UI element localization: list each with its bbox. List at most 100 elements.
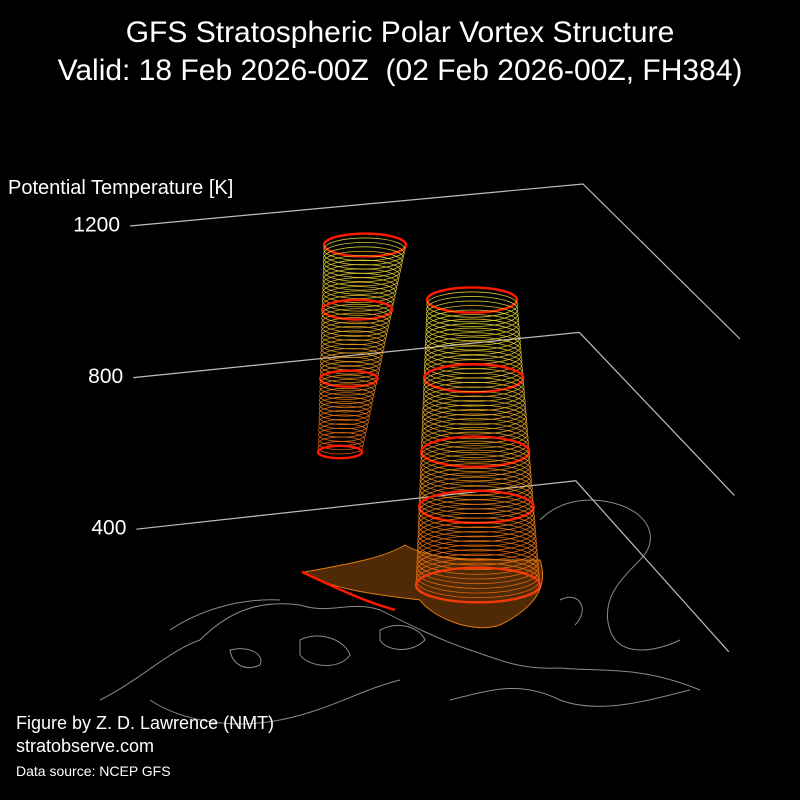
vortex-contour (322, 286, 396, 308)
vortex-contour (426, 291, 518, 318)
grid-line (129, 183, 741, 340)
vortex-contour (319, 392, 374, 409)
vortex-contour (320, 356, 381, 375)
vortex-contour (321, 303, 392, 325)
vortex-contour (417, 517, 537, 552)
vortex-contour (420, 431, 530, 463)
vortex-contour (423, 359, 524, 388)
vortex-contour (422, 386, 526, 416)
vortex-contour (322, 264, 400, 287)
coastline (149, 599, 691, 725)
vortex-contour (417, 531, 538, 566)
vortex-contour (416, 535, 538, 571)
vortex-contour (422, 390, 526, 421)
vortex-contour (415, 558, 540, 594)
island (229, 625, 426, 669)
vortex-contour (416, 540, 539, 575)
vortex-contour (418, 494, 535, 528)
vortex-contour (420, 454, 532, 486)
vortex-contour (425, 327, 521, 356)
vortex-contour (421, 404, 528, 435)
y-tick-label: 1200 (73, 214, 120, 237)
coastline (99, 603, 701, 701)
credit: stratobserve.com (16, 736, 154, 756)
vortex-contour (417, 512, 536, 547)
vortex-contour (322, 259, 401, 283)
vortex-contour (322, 272, 399, 295)
vortex-contour (319, 383, 376, 400)
vortex-contour (321, 312, 390, 333)
vortex-contour (417, 526, 538, 561)
vortex-contour (321, 295, 394, 316)
vortex-contour (425, 323, 521, 351)
vortex-contour (321, 317, 389, 337)
vortex-contour (321, 290, 395, 312)
axis-frame (129, 183, 741, 653)
chart-subtitle: Valid: 18 Feb 2026-00Z (02 Feb 2026-00Z,… (58, 54, 743, 87)
vortex-contour (320, 326, 388, 346)
vortex-contour (317, 436, 365, 451)
vortex-contour (318, 405, 371, 421)
vortex-contour (319, 387, 375, 404)
coastlines (99, 499, 701, 725)
isentrope-ring (417, 489, 535, 525)
vortex-contour (421, 427, 529, 458)
vortex-contour (421, 418, 529, 449)
y-tick-label: 800 (88, 365, 123, 388)
vortex-contour (321, 321, 389, 341)
chart-title: GFS Stratospheric Polar Vortex Structure (126, 16, 675, 49)
vortex-contour (417, 522, 537, 557)
vortex-contour (319, 365, 379, 383)
vortex-contour (425, 314, 520, 342)
vortex-contour (416, 553, 540, 589)
vortex-contour (425, 305, 519, 332)
vortex-contour (418, 499, 535, 533)
vortex-base (303, 544, 544, 629)
vortex-contour (417, 508, 536, 543)
vortex-contour (426, 300, 519, 328)
vortex-contour (420, 440, 531, 472)
vortex-contour (318, 410, 370, 425)
y-tick-label: 400 (91, 517, 126, 540)
vortex-contour (319, 374, 378, 392)
vortex-contour (425, 309, 520, 337)
vortex-contour (421, 409, 528, 440)
vortex-contour (418, 503, 536, 538)
data-source: Data source: NCEP GFS (16, 763, 171, 779)
isentrope-ring (425, 286, 519, 314)
vortex-contour (416, 544, 539, 580)
vortex-contour (416, 549, 539, 585)
isentrope-ring (414, 566, 542, 604)
vortex-contour (423, 368, 525, 398)
vortex-contour (319, 361, 380, 379)
vortex-contour (415, 562, 541, 599)
isentrope-ring (320, 298, 394, 321)
vortex-contour (419, 463, 532, 496)
vortex-contour (318, 396, 373, 413)
vortex-contour (423, 377, 525, 407)
vortex-contour (423, 372, 525, 402)
vortex-contour (317, 441, 364, 455)
vortex-contour (322, 277, 398, 299)
credit: Figure by Z. D. Lawrence (NMT) (16, 713, 274, 733)
grid-line (133, 331, 735, 496)
isentrope-ring (316, 444, 364, 460)
vortex-contour (322, 268, 400, 291)
isentrope-ring (318, 369, 379, 388)
vortex-contour (320, 348, 383, 367)
vortex-contour (420, 445, 531, 477)
vortex-contour (319, 379, 377, 396)
vortex-contour (323, 237, 406, 262)
coastline (539, 499, 681, 651)
axis-label: Potential Temperature [K] (8, 177, 233, 199)
isentrope-ring (422, 363, 525, 394)
vortex-contour (421, 413, 528, 444)
vortex-contour (422, 399, 527, 430)
vortex-contour (422, 395, 527, 426)
grid-line (136, 480, 730, 653)
vortex-contour (421, 422, 529, 454)
isentrope-ring (322, 232, 408, 258)
vortex-contour (318, 401, 372, 417)
vortex-contour (322, 281, 397, 304)
